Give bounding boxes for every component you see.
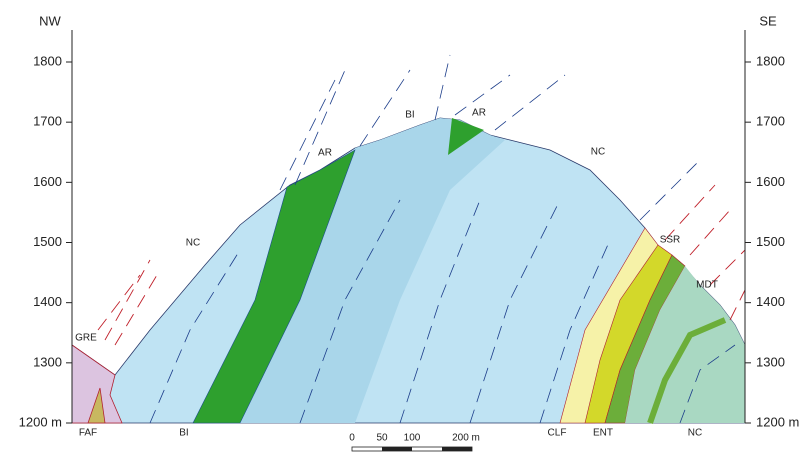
scale-label: 50 — [376, 433, 388, 444]
tick-label: 1200 m — [756, 414, 799, 429]
scale-label: 200 m — [452, 433, 480, 444]
unit-label: FAF — [79, 428, 97, 439]
unit-label: ENT — [593, 428, 613, 439]
unit-label: NC — [186, 238, 200, 249]
tick-label: 1500 — [756, 234, 785, 249]
unit-label: BI — [179, 428, 188, 439]
tick-label: 1300 — [756, 354, 785, 369]
unit-label: NC — [591, 147, 605, 158]
scale-bar: 0 50 100 200 m — [349, 433, 480, 451]
unit-label: AR — [318, 148, 332, 159]
tick-label: 1700 — [756, 114, 785, 129]
tick-label: 1500 — [33, 234, 62, 249]
scale-label: 100 — [404, 433, 421, 444]
tick-label: 1800 — [33, 53, 62, 68]
orientation-label: NW — [39, 13, 61, 28]
unit-label: SSR — [660, 235, 681, 246]
tick-label: 1300 — [33, 354, 62, 369]
tick-label: 1400 — [756, 294, 785, 309]
tick-label: 1200 m — [19, 414, 62, 429]
tick-label: 1600 — [756, 174, 785, 189]
tick-label: 1800 — [756, 53, 785, 68]
unit-label: BI — [405, 110, 414, 121]
unit-label: GRE — [75, 333, 97, 344]
unit-label: NC — [688, 428, 702, 439]
cross-section: 1200 m 1200 m 1300 1300 1400 1400 1500 1500 1600… — [0, 0, 807, 455]
tick-label: 1600 — [33, 174, 62, 189]
tick-label: 1700 — [33, 114, 62, 129]
scale-label: 0 — [349, 433, 355, 444]
unit-label: MDT — [696, 280, 718, 291]
unit-label: CLF — [548, 428, 567, 439]
orientation-label: SE — [759, 13, 777, 28]
unit-label: AR — [472, 108, 486, 119]
tick-label: 1400 — [33, 294, 62, 309]
